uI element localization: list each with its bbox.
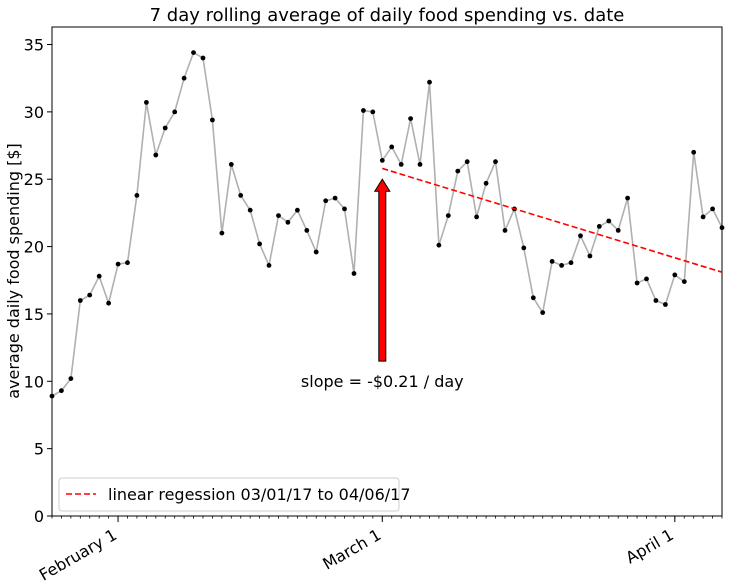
data-point (559, 263, 564, 268)
data-point (578, 233, 583, 239)
data-point (568, 260, 574, 266)
data-point (49, 393, 55, 399)
data-point (625, 195, 630, 201)
legend-box (58, 477, 400, 512)
data-point (644, 276, 649, 282)
data-point (408, 116, 413, 121)
data-point (436, 242, 442, 248)
data-point (210, 117, 215, 123)
data-point (219, 230, 225, 236)
data-point (125, 260, 130, 266)
data-point (370, 109, 376, 115)
chart-title: 7 day rolling average of daily food spen… (150, 5, 625, 26)
data-point (181, 75, 187, 81)
data-point (417, 162, 423, 167)
data-point (710, 206, 715, 212)
data-point (606, 218, 612, 224)
data-point (672, 272, 678, 278)
annotation-text: slope = -$0.21 / day (301, 372, 464, 391)
data-point (493, 159, 498, 165)
data-point (276, 213, 281, 219)
data-point (304, 228, 310, 233)
data-point (313, 249, 319, 255)
y-tick-label: 5 (34, 440, 44, 459)
data-point (502, 228, 508, 233)
data-point (323, 198, 329, 204)
data-point (172, 109, 178, 115)
x-tick-label: March 1 (319, 525, 384, 573)
y-tick-label: 35 (24, 36, 44, 55)
data-point (634, 280, 640, 286)
legend: linear regession 03/01/17 to 04/06/17 (58, 477, 411, 512)
x-tick-label: April 1 (622, 525, 676, 567)
data-point (285, 219, 291, 225)
legend-label-regression: linear regession 03/01/17 to 04/06/17 (108, 485, 411, 504)
y-axis-label: average daily food spending [$] (4, 143, 23, 399)
data-point (162, 125, 168, 131)
data-point (379, 158, 385, 163)
data-point (464, 159, 470, 165)
annotation-layer: slope = -$0.21 / day (301, 178, 464, 391)
data-point (530, 295, 536, 301)
data-point (200, 55, 206, 61)
data-point (342, 206, 347, 212)
data-point (266, 263, 272, 268)
data-point (587, 253, 593, 259)
y-tick-label: 15 (24, 305, 44, 324)
data-point (540, 310, 546, 315)
y-tick-label: 10 (24, 372, 44, 391)
data-point (144, 100, 149, 105)
data-point (295, 207, 300, 213)
data-point (653, 298, 659, 303)
x-tick-label: February 1 (36, 525, 120, 584)
y-tick-label: 0 (34, 507, 44, 526)
data-point (361, 108, 366, 113)
y-tick-label: 25 (24, 170, 44, 189)
x-axis: February 1 March 1 April 1 (36, 516, 723, 584)
data-point (59, 388, 64, 394)
data-point (474, 214, 479, 220)
data-point (700, 214, 706, 220)
data-point (445, 213, 451, 219)
data-point (549, 259, 555, 264)
data-point (153, 152, 159, 158)
data-point (257, 241, 262, 247)
data-point (68, 376, 74, 381)
data-point (96, 273, 102, 279)
rolling-average-line (51, 51, 723, 397)
data-point (691, 149, 697, 155)
data-point (115, 261, 121, 267)
data-point (77, 298, 83, 303)
data-point (681, 279, 687, 284)
annotation-arrow (373, 178, 391, 362)
data-point (483, 180, 489, 186)
data-point (398, 162, 404, 167)
data-point (191, 50, 196, 55)
regression-line (382, 167, 723, 273)
data-point (596, 224, 602, 229)
data-point (427, 79, 432, 85)
data-point (615, 228, 621, 233)
data-point (228, 162, 234, 167)
data-point (106, 300, 111, 306)
data-point (351, 271, 357, 276)
data-point (134, 193, 140, 198)
y-tick-label: 30 (24, 103, 44, 122)
data-point (389, 144, 395, 150)
data-point (247, 207, 253, 213)
plot-frame (51, 26, 723, 517)
plot-area (51, 26, 723, 517)
y-axis: 0 5 10 15 20 25 30 35 (24, 36, 52, 526)
data-point (238, 193, 244, 198)
data-point (521, 245, 527, 251)
data-point (455, 168, 461, 174)
data-point (332, 195, 338, 201)
data-point (87, 292, 93, 298)
series-layer (49, 50, 725, 399)
data-point (663, 302, 668, 307)
y-tick-label: 20 (24, 238, 44, 257)
data-point (719, 225, 725, 231)
